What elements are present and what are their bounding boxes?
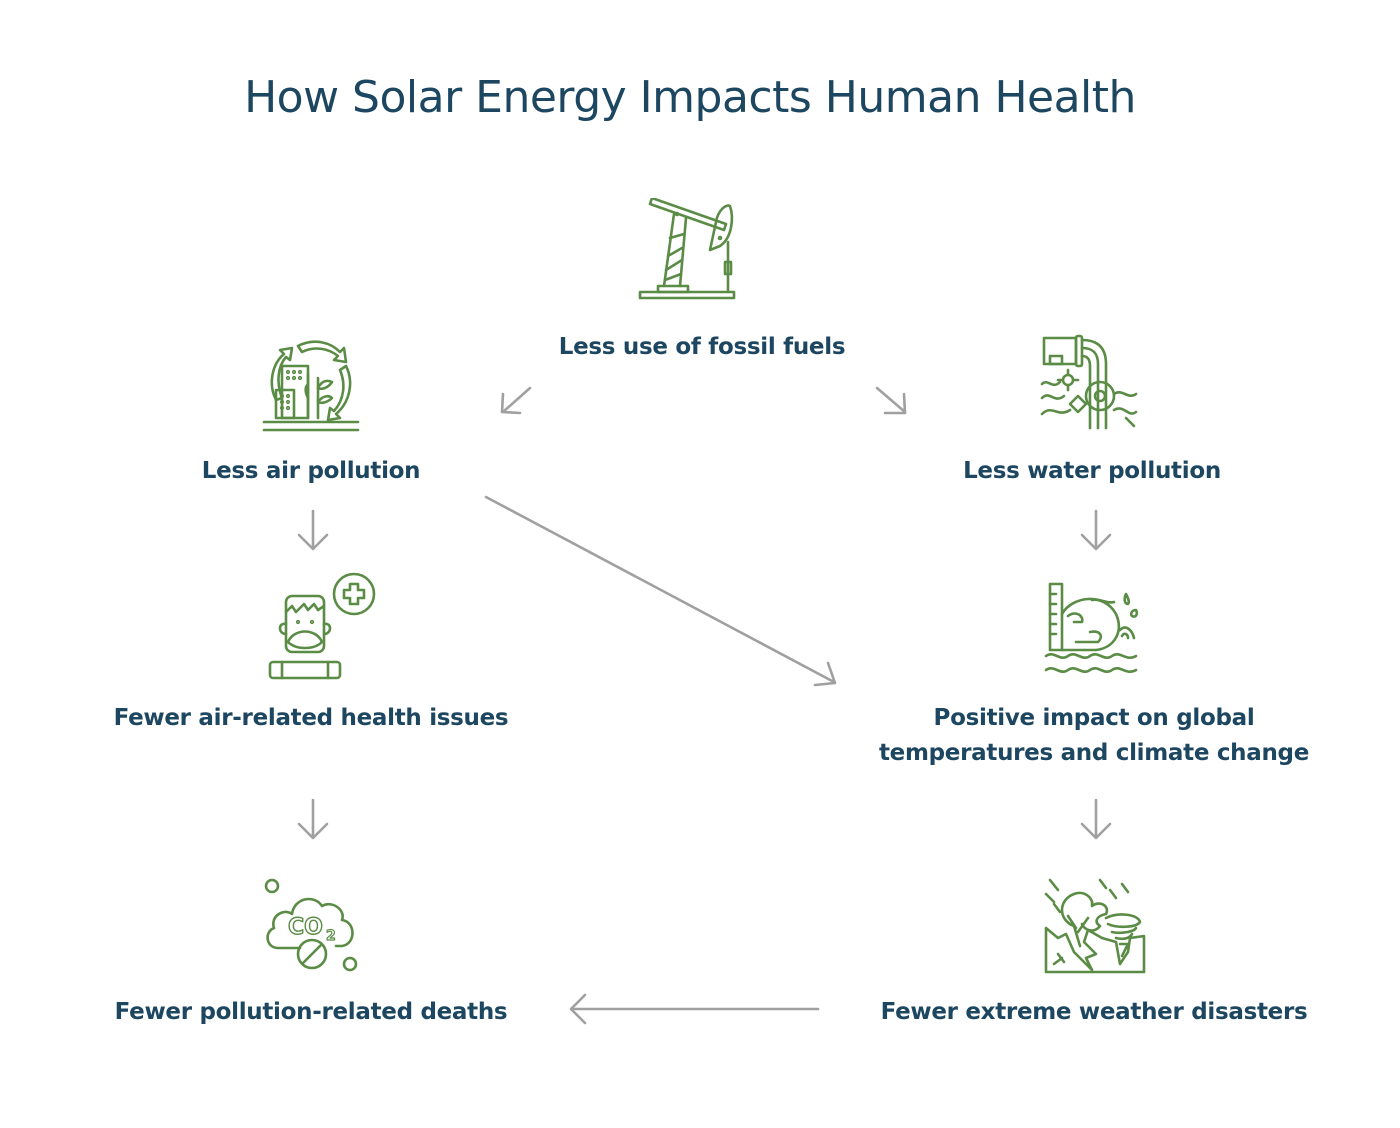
arrow-air-to-health bbox=[297, 509, 329, 551]
arrow-climate-to-weather bbox=[1080, 798, 1112, 840]
arrow-health-to-deaths bbox=[297, 798, 329, 840]
arrow-fossil-to-air bbox=[500, 386, 532, 415]
oil-pumpjack-icon bbox=[636, 198, 740, 300]
node-label-weather: Fewer extreme weather disasters bbox=[880, 999, 1308, 1025]
node-label-water-pollution: Less water pollution bbox=[963, 458, 1221, 484]
node-label-climate-line1: Positive impact on global bbox=[933, 705, 1255, 731]
arrow-air-to-climate bbox=[484, 495, 837, 687]
polluted-water-pipe-icon bbox=[1040, 334, 1140, 432]
globe-sea-level-icon bbox=[1044, 580, 1144, 680]
svg-text:2: 2 bbox=[326, 928, 336, 944]
svg-text:CO: CO bbox=[288, 915, 323, 940]
masked-person-medical-icon bbox=[266, 572, 378, 682]
arrow-fossil-to-water bbox=[875, 386, 907, 415]
no-co2-cloud-icon: CO 2 bbox=[260, 876, 364, 976]
node-label-climate-line2: temperatures and climate change bbox=[878, 740, 1309, 766]
node-label-climate: Positive impact on global temperatures a… bbox=[846, 701, 1342, 771]
green-city-recycle-icon bbox=[262, 338, 360, 434]
node-label-health-issues: Fewer air-related health issues bbox=[113, 705, 509, 731]
node-label-air-pollution: Less air pollution bbox=[201, 458, 421, 484]
node-label-fossil-fuels: Less use of fossil fuels bbox=[558, 334, 846, 360]
arrow-water-to-climate bbox=[1080, 509, 1112, 551]
diagram-title: How Solar Energy Impacts Human Health bbox=[244, 72, 1136, 123]
arrow-weather-to-deaths bbox=[569, 993, 820, 1025]
storm-tornado-earthquake-icon bbox=[1044, 876, 1146, 976]
node-label-deaths: Fewer pollution-related deaths bbox=[114, 999, 508, 1025]
